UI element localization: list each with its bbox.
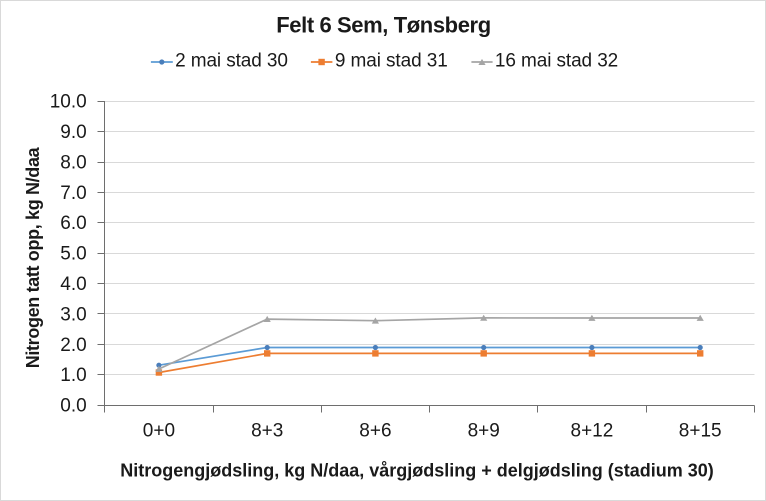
svg-text:10.0: 10.0 bbox=[50, 92, 87, 113]
svg-text:8+15: 8+15 bbox=[679, 421, 722, 442]
svg-text:Nitrogen tatt opp, kg N/daa: Nitrogen tatt opp, kg N/daa bbox=[23, 146, 43, 368]
svg-text:2 mai stad 30: 2 mai stad 30 bbox=[175, 50, 288, 71]
svg-text:3.0: 3.0 bbox=[60, 304, 86, 325]
svg-text:1.0: 1.0 bbox=[60, 365, 86, 386]
svg-text:16 mai stad 32: 16 mai stad 32 bbox=[495, 50, 618, 71]
svg-text:2.0: 2.0 bbox=[60, 335, 86, 356]
svg-text:4.0: 4.0 bbox=[60, 274, 86, 295]
svg-text:6.0: 6.0 bbox=[60, 213, 86, 234]
svg-text:8+3: 8+3 bbox=[251, 421, 283, 442]
svg-text:0+0: 0+0 bbox=[143, 421, 175, 442]
svg-text:8+9: 8+9 bbox=[468, 421, 500, 442]
svg-text:8+12: 8+12 bbox=[571, 421, 614, 442]
svg-text:9 mai stad 31: 9 mai stad 31 bbox=[335, 50, 448, 71]
svg-text:Nitrogengjødsling, kg N/daa, v: Nitrogengjødsling, kg N/daa, vårgjødslin… bbox=[120, 460, 714, 480]
svg-text:0.0: 0.0 bbox=[60, 396, 86, 417]
svg-text:8+6: 8+6 bbox=[359, 421, 391, 442]
svg-text:8.0: 8.0 bbox=[60, 152, 86, 173]
svg-text:5.0: 5.0 bbox=[60, 244, 86, 265]
svg-text:Felt 6 Sem, Tønsberg: Felt 6 Sem, Tønsberg bbox=[276, 13, 491, 38]
svg-text:7.0: 7.0 bbox=[60, 183, 86, 204]
svg-text:9.0: 9.0 bbox=[60, 122, 86, 143]
